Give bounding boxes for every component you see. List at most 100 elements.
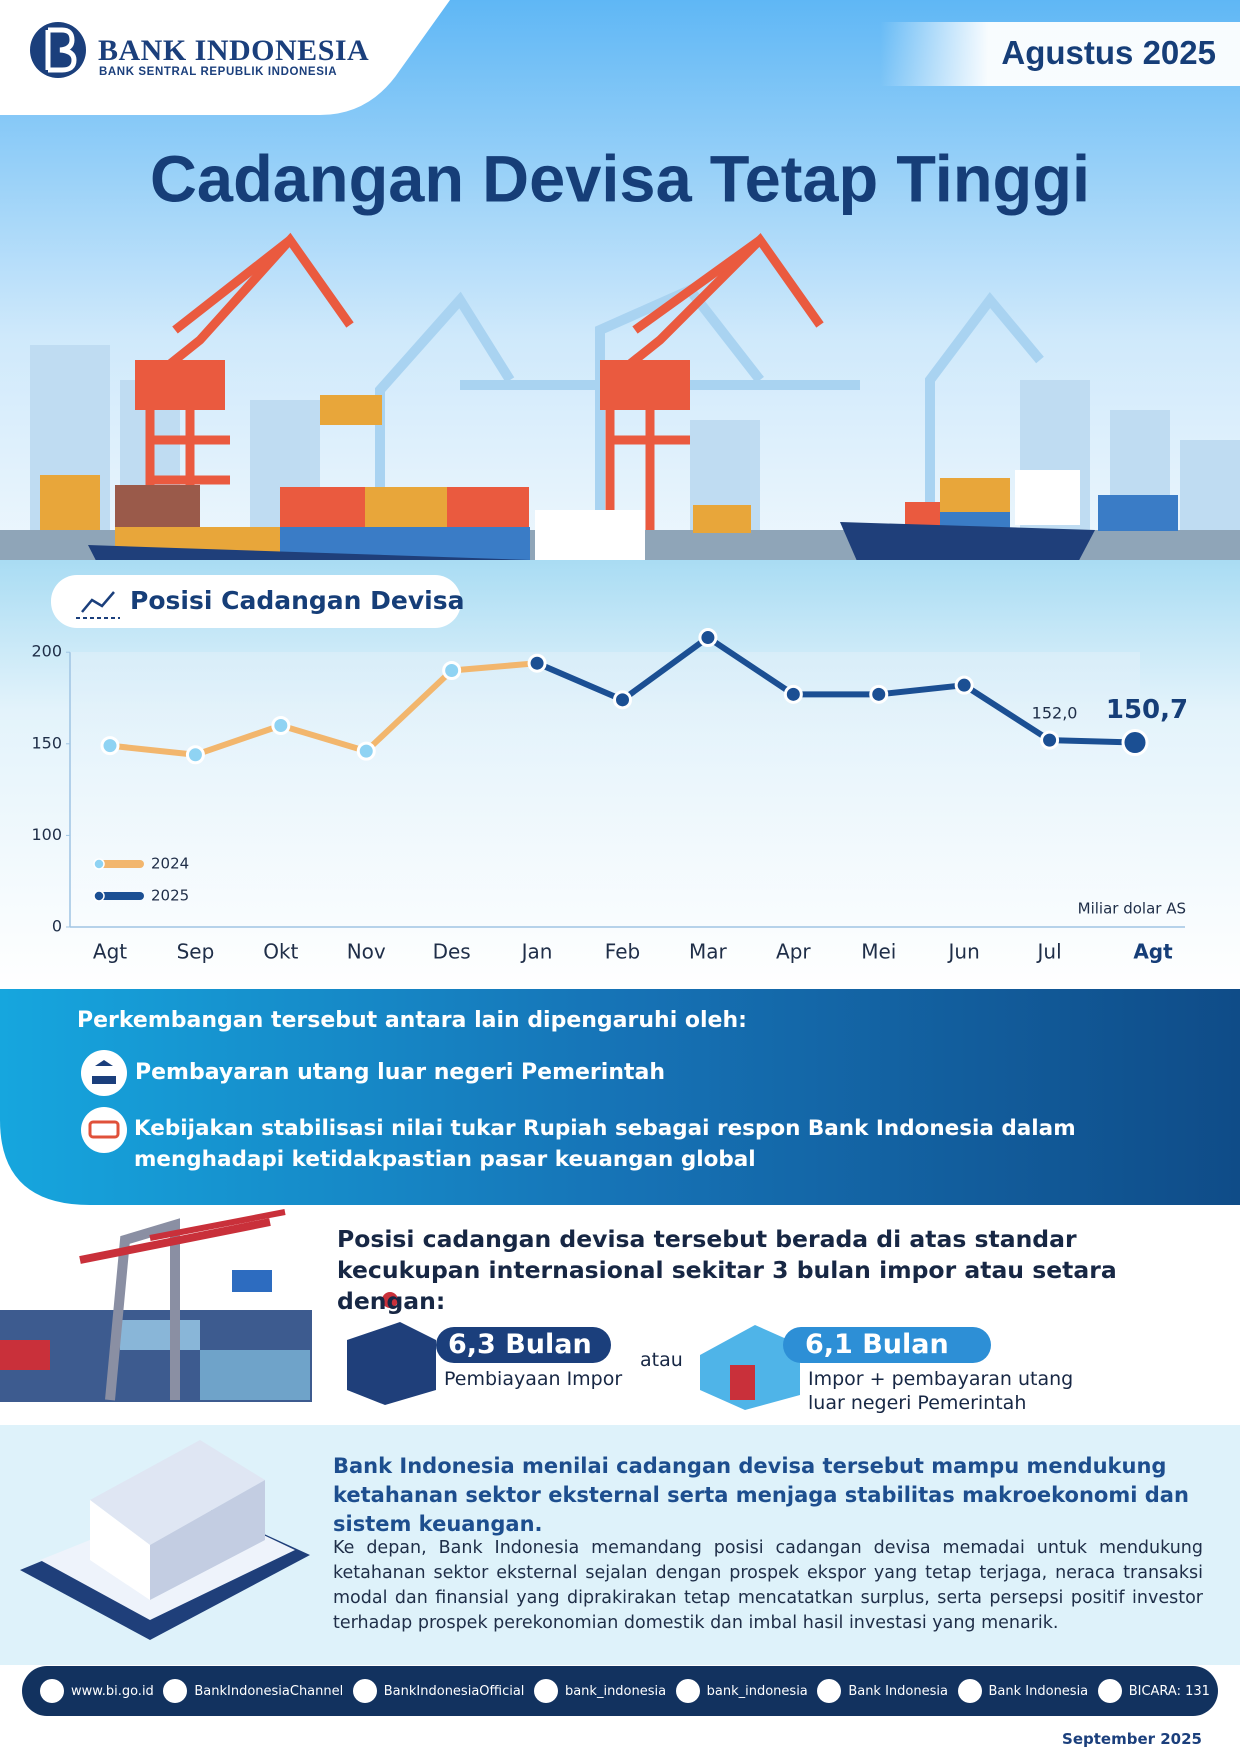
footer-link-label: bank_indonesia [706,1683,808,1699]
point [271,715,291,735]
footer-link-label: Bank Indonesia [848,1683,948,1699]
footer-icon [675,1679,700,1703]
y-tick-label: 100 [31,825,62,844]
legend-dot [93,858,105,870]
value-label: 150,7 [1106,695,1188,725]
footer-link[interactable]: bank_indonesia [533,1679,667,1703]
point [1040,730,1060,750]
series-line [534,634,1138,746]
footer-icon [40,1679,64,1703]
footer-link-label: BICARA: 131 [1128,1683,1210,1699]
plot-area [70,652,1140,927]
adequacy-value: 6,3 Bulan [448,1329,592,1360]
footer-link-label: BankIndonesiaChannel [194,1683,344,1699]
factors-heading: Perkembangan tersebut antara lain dipeng… [77,1008,747,1033]
point [100,736,120,756]
adequacy-label: Impor + pembayaran utang luar negeri Pem… [808,1368,1074,1414]
footer-icon [817,1679,842,1703]
footer-icon [163,1679,188,1703]
footer-icon [352,1679,377,1703]
chart-title: Posisi Cadangan Devisa [130,586,464,615]
port-illustration [0,1209,312,1402]
assessment-body: Ke depan, Bank Indonesia memandang posis… [333,1538,1203,1633]
ship-bridge [535,510,645,565]
point [869,684,889,704]
separator: atau [640,1349,683,1371]
footer-date: September 2025 [1062,1730,1202,1748]
chart-icon [81,591,115,613]
footer-bar [22,1666,1218,1716]
value-pill [436,1327,611,1363]
factor-icon [81,1050,127,1096]
logo-mark [45,27,77,73]
factor-icon-glyph [88,1120,120,1139]
footer-link[interactable]: bank_indonesia [675,1679,808,1703]
point [613,690,632,710]
factor-icon-glyph [92,1060,116,1084]
truck [1098,495,1178,531]
x-tick-label: Jun [947,940,980,964]
y-tick-label: 0 [52,917,62,936]
x-tick-label: Jan [520,940,553,964]
x-tick-label: Agt [1133,940,1173,964]
crane-cab [135,360,225,410]
value-pill [783,1327,991,1363]
footer-link[interactable]: BankIndonesiaChannel [163,1679,343,1703]
page-title: Cadangan Devisa Tetap Tinggi [150,141,1090,215]
legend-label: 2024 [151,855,189,873]
x-tick-label: Sep [177,940,215,964]
footer-link[interactable]: Bank Indonesia [957,1679,1089,1703]
footer-link-label: bank_indonesia [564,1683,667,1699]
factor-icon [81,1107,127,1153]
ship-bridge [1015,470,1080,525]
point [185,745,205,765]
x-tick-label: Apr [776,940,811,964]
unit-label: Miliar dolar AS [1078,900,1186,918]
footer-link-label: Bank Indonesia [988,1683,1089,1699]
y-tick-label: 150 [31,733,62,752]
footer-link[interactable]: Bank Indonesia [817,1679,948,1703]
footer-link-label: BankIndonesiaOfficial [383,1683,525,1699]
footer-links: www.bi.go.id BankIndonesiaChannel BankIndo… [40,1666,1210,1716]
factor-item: Kebijakan stabilisasi nilai tukar Rupiah… [134,1116,1076,1172]
footer-icon [533,1679,558,1703]
footer-link[interactable]: BankIndonesiaOfficial [352,1679,525,1703]
point [954,675,974,695]
bank-illustration [20,1440,310,1640]
x-tick-label: Jul [1036,940,1062,964]
footer-link[interactable]: www.bi.go.id [40,1679,154,1703]
crane-cab [600,360,690,410]
legend-dot [93,890,105,902]
adequacy-heading: Posisi cadangan devisa tersebut berada d… [337,1225,1117,1315]
period: Agustus 2025 [1001,34,1216,71]
logo-subtitle: BANK SENTRAL REPUBLIK INDONESIA [99,66,338,78]
logo-title: BANK INDONESIA [98,34,370,67]
adequacy-label: Pembiayaan Impor [444,1368,623,1390]
point [442,661,462,681]
x-tick-label: Nov [347,940,386,964]
point [356,741,376,761]
logo-tab [0,0,450,115]
series-connector [448,660,541,674]
assessment-heading: Bank Indonesia menilai cadangan devisa t… [333,1454,1189,1536]
x-tick-label: Mei [861,940,896,964]
point [783,684,803,704]
x-tick-label: Feb [605,940,640,964]
adequacy-value: 6,1 Bulan [805,1329,949,1360]
footer-icon [1097,1679,1122,1703]
point [1121,729,1149,757]
point [698,628,718,648]
building-icon [700,1325,800,1410]
legend-label: 2025 [151,887,189,905]
footer-icon [957,1679,982,1703]
y-tick-label: 200 [31,642,62,661]
value-label: 152,0 [1032,704,1078,723]
x-tick-label: Agt [93,940,127,964]
x-tick-label: Des [433,940,471,964]
footer-link[interactable]: BICARA: 131 [1097,1679,1210,1703]
hanging-container [320,395,382,425]
point [527,653,547,673]
container-icon [347,1292,436,1405]
